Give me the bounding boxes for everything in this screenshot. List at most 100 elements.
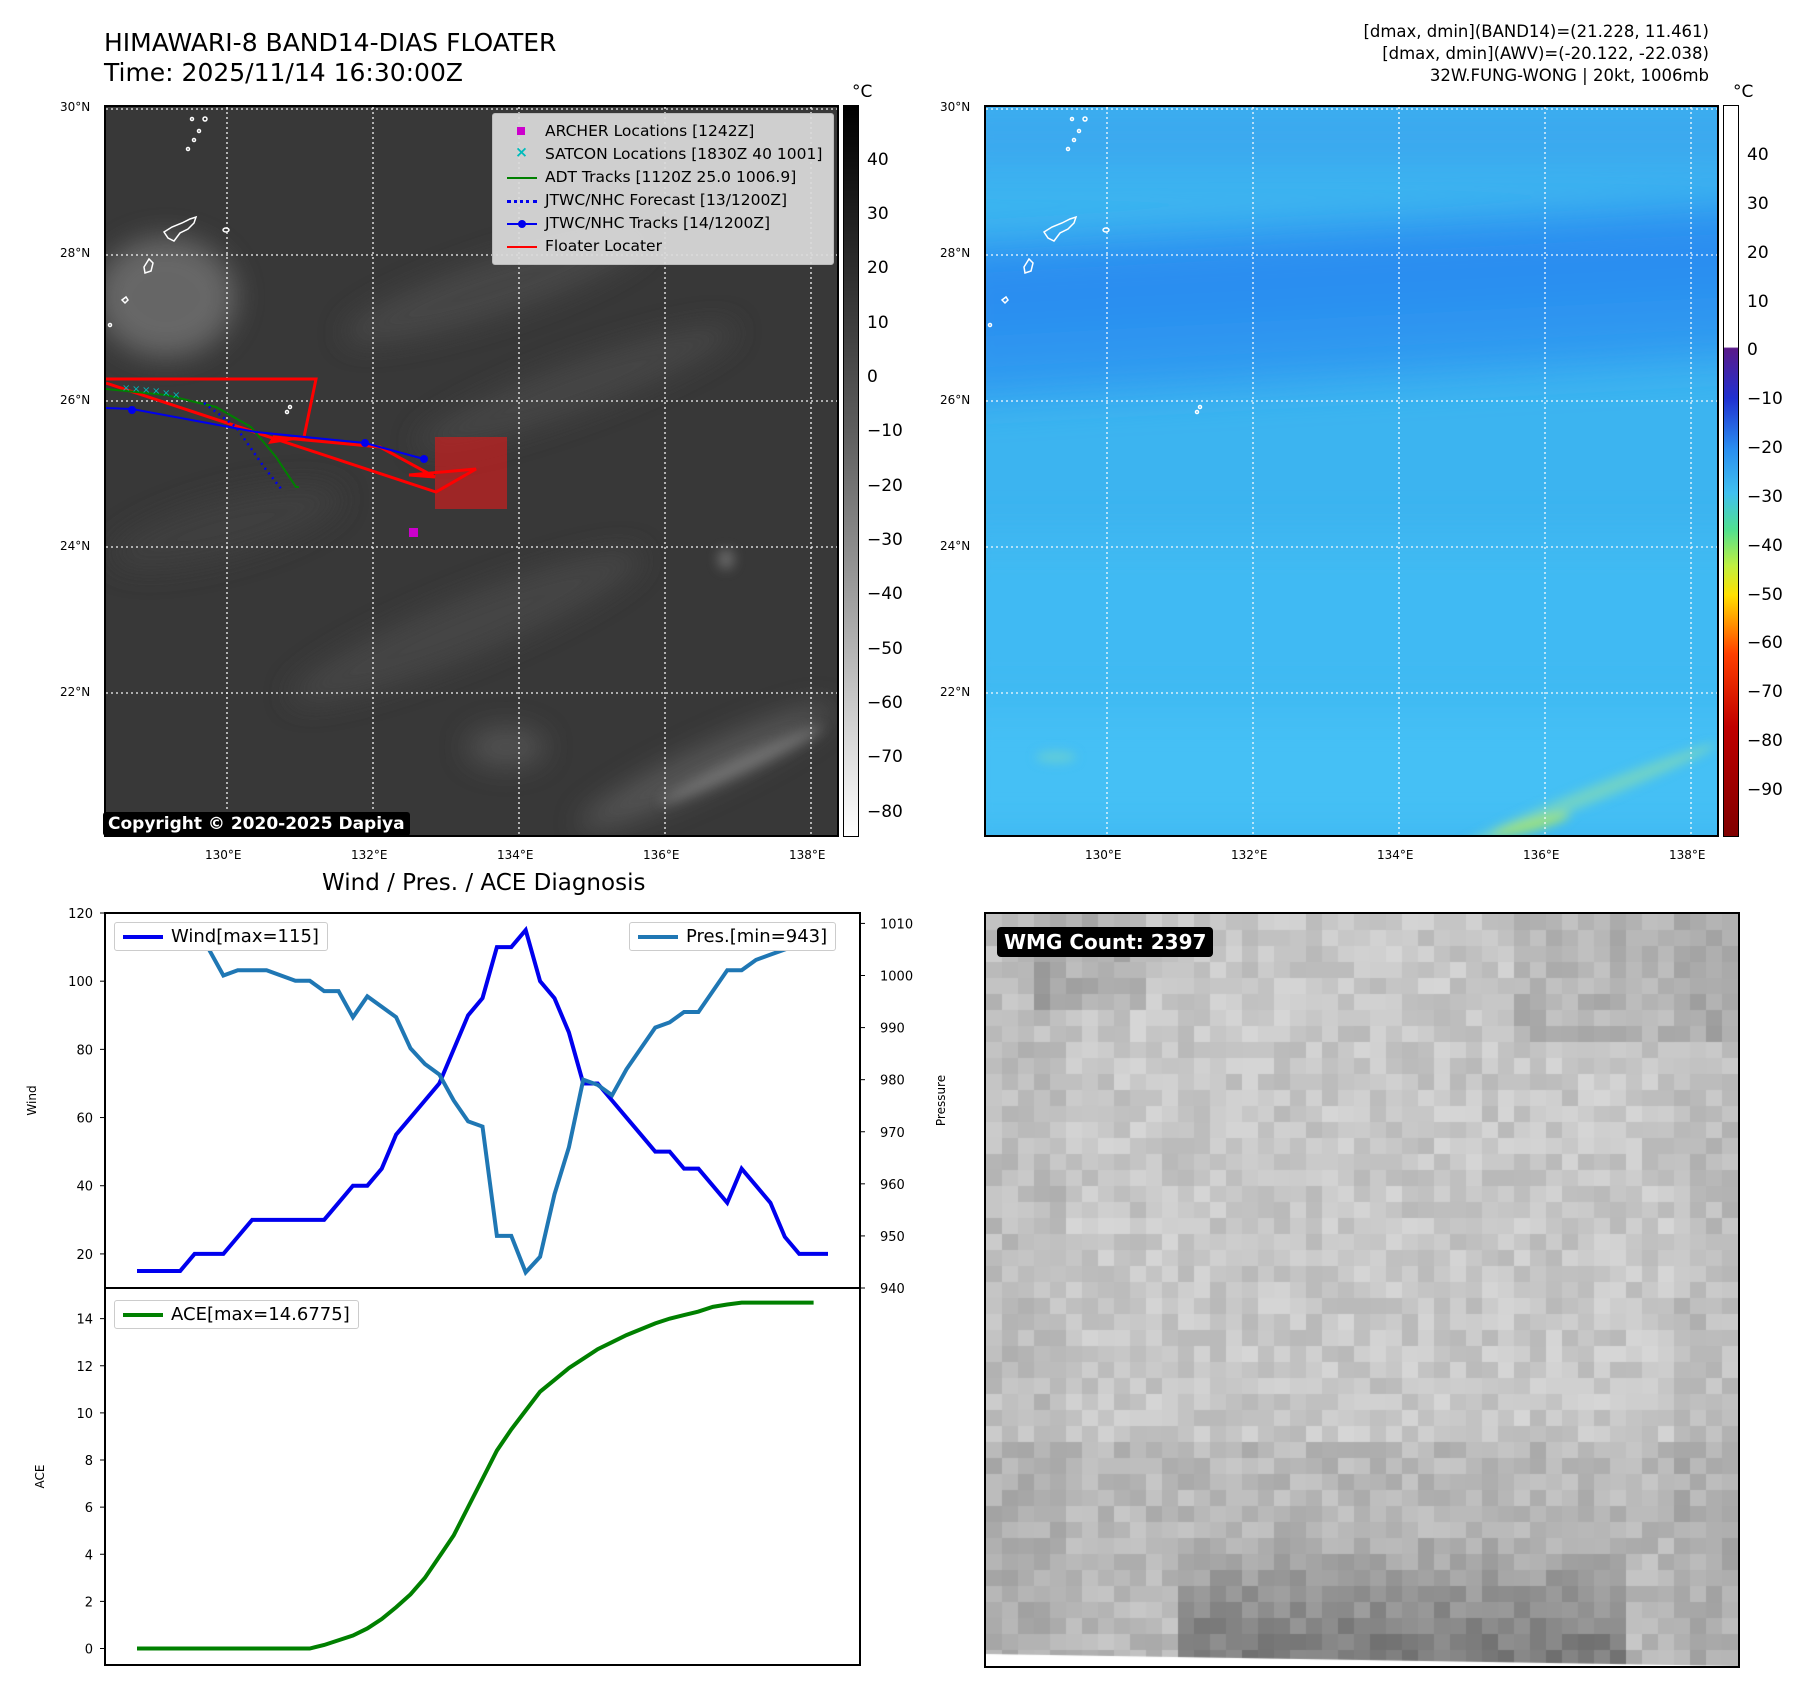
diagnosis-chart: 2040608010012094095096097098099010001010… (25, 907, 948, 1666)
colorbar-right-tick: 30 (1747, 194, 1769, 214)
colorbar-right-tick: −10 (1747, 389, 1783, 409)
colorbar-right-tick: −60 (1747, 633, 1783, 653)
awv-lon-label-130: 130°E (1085, 848, 1122, 862)
ace-tick-label: 8 (85, 1454, 93, 1469)
pressure-tick-label: 950 (880, 1230, 905, 1245)
colorbar-right-tick: 10 (1747, 292, 1769, 312)
jtwc-track-point (361, 439, 369, 447)
ace-frame (104, 1287, 861, 1666)
wind-legend: Wind[max=115] (114, 922, 328, 951)
colorbar-left-unit: °C (852, 82, 873, 102)
wind-tick-label: 60 (76, 1112, 93, 1127)
colorbar-right-tick: 20 (1747, 243, 1769, 263)
awv-colorbar (1723, 105, 1739, 837)
colorbar-right-tick: −30 (1747, 487, 1783, 507)
main-title: HIMAWARI-8 BAND14-DIAS FLOATER (104, 28, 557, 57)
colorbar-left-tick: −30 (867, 530, 903, 550)
awv-lon-label-132: 132°E (1231, 848, 1268, 862)
wind-tick-label: 20 (76, 1248, 93, 1263)
colorbar-left-tick: −70 (867, 747, 903, 767)
wmg-panel (984, 912, 1740, 1668)
archer-location (409, 528, 418, 537)
colorbar-right-tick: −50 (1747, 585, 1783, 605)
awv-island-outlines (987, 116, 1203, 415)
jtwc-forecast (203, 402, 283, 491)
awv-map-canvas (986, 107, 1717, 835)
colorbar-left-tick: −20 (867, 476, 903, 496)
awv-lat-label-24: 24°N (940, 539, 971, 553)
wind-line (137, 925, 828, 1273)
dmax-band14: [dmax, dmin](BAND14)=(21.228, 11.461) (1363, 22, 1709, 41)
lon-label-132: 132°E (351, 848, 388, 862)
colorbar-left-tick: −60 (867, 693, 903, 713)
colorbar-right-tick: 0 (1747, 340, 1758, 360)
wind-tick-label: 100 (68, 975, 93, 990)
band14-map: × × × × × × ARCHER Locations [1242Z] × SATCON … (104, 105, 839, 837)
awv-lat-label-30: 30°N (940, 100, 971, 114)
lon-label-138: 138°E (789, 848, 826, 862)
pressure-legend: Pres.[min=943] (629, 922, 837, 951)
awv-lat-label-28: 28°N (940, 246, 971, 260)
colorbar-right-tick: −80 (1747, 731, 1783, 751)
pressure-axis-label: Pressure (934, 1075, 948, 1126)
colorbar-left-tick: 40 (867, 150, 889, 170)
wmg-imagery (986, 914, 1738, 1666)
awv-gridlines (986, 107, 1717, 835)
lat-label-24: 24°N (60, 539, 91, 553)
lat-label-22: 22°N (60, 685, 91, 699)
wind-tick-label: 40 (76, 1180, 93, 1195)
ace-legend: ACE[max=14.6775] (114, 1300, 359, 1329)
ace-tick-label: 4 (85, 1548, 93, 1563)
colorbar-left-tick: −50 (867, 639, 903, 659)
colorbar-left-tick: −80 (867, 802, 903, 822)
pressure-tick-label: 940 (880, 1282, 905, 1297)
colorbar-right-tick: −70 (1747, 682, 1783, 702)
ace-axis-label: ACE (33, 1465, 47, 1489)
adt-track (106, 388, 299, 488)
colorbar-right-tick: −90 (1747, 780, 1783, 800)
diagnosis-title: Wind / Pres. / ACE Diagnosis (322, 870, 646, 896)
jtwc-track-point (128, 406, 136, 414)
jtwc-track-point (420, 455, 428, 463)
svg-text:×: × (162, 388, 170, 399)
storm-info: 32W.FUNG-WONG | 20kt, 1006mb (1429, 66, 1709, 85)
lat-label-28: 28°N (60, 246, 91, 260)
band14-colorbar (843, 105, 859, 837)
svg-text:×: × (152, 386, 160, 397)
pressure-tick-label: 1000 (880, 970, 913, 985)
ace-tick-label: 6 (85, 1501, 93, 1516)
pressure-tick-label: 980 (880, 1074, 905, 1089)
wind-axis-label: Wind (25, 1085, 39, 1115)
svg-text:×: × (142, 385, 150, 396)
jtwc-track (106, 407, 425, 460)
ace-tick-label: 0 (85, 1643, 93, 1658)
copyright-badge: Copyright © 2020-2025 Dapiya (103, 812, 410, 836)
ace-tick-label: 12 (76, 1360, 93, 1375)
awv-lon-label-138: 138°E (1669, 848, 1706, 862)
colorbar-right-tick: −20 (1747, 438, 1783, 458)
lon-label-130: 130°E (205, 848, 242, 862)
colorbar-left-tick: 10 (867, 313, 889, 333)
colorbar-left-tick: 20 (867, 258, 889, 278)
time-title: Time: 2025/11/14 16:30:00Z (104, 58, 463, 87)
colorbar-right-tick: −40 (1747, 536, 1783, 556)
wmg-count-badge: WMG Count: 2397 (997, 927, 1214, 957)
lat-label-26: 26°N (60, 393, 91, 407)
svg-text:×: × (122, 383, 130, 394)
awv-lon-label-136: 136°E (1523, 848, 1560, 862)
ace-line (137, 1300, 814, 1651)
awv-lat-label-26: 26°N (940, 393, 971, 407)
pressure-line (135, 922, 829, 1277)
lon-label-136: 136°E (643, 848, 680, 862)
awv-lon-label-134: 134°E (1377, 848, 1414, 862)
dmax-awv: [dmax, dmin](AWV)=(-20.122, -22.038) (1382, 44, 1709, 63)
ace-tick-label: 14 (76, 1313, 93, 1328)
colorbar-right-tick: 40 (1747, 145, 1769, 165)
lon-label-134: 134°E (497, 848, 534, 862)
wind-tick-label: 80 (76, 1043, 93, 1058)
awv-map (984, 105, 1719, 837)
svg-text:×: × (172, 390, 180, 401)
colorbar-left-tick: 30 (867, 204, 889, 224)
colorbar-left-tick: 0 (867, 367, 878, 387)
pressure-tick-label: 990 (880, 1022, 905, 1037)
